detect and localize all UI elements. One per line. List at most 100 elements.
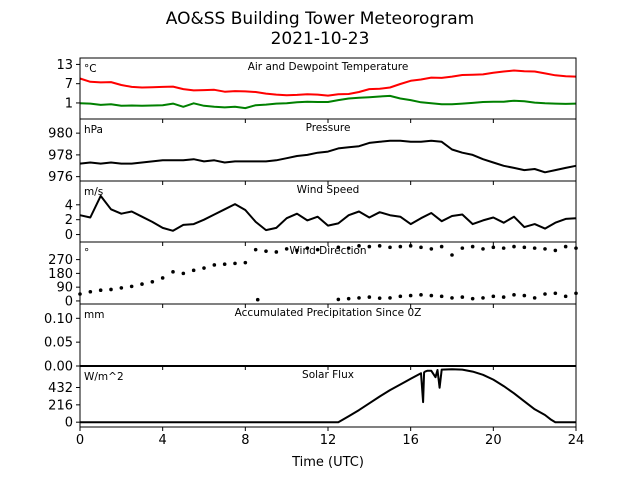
y-tick-label: 13 <box>56 58 73 73</box>
y-tick-label: 978 <box>48 148 73 163</box>
panel-unit: W/m^2 <box>84 371 124 383</box>
data-point <box>481 247 485 251</box>
data-point <box>129 284 134 289</box>
data-point <box>98 288 103 293</box>
data-point <box>460 246 465 250</box>
data-point <box>346 246 351 250</box>
data-point <box>512 293 516 297</box>
data-point <box>88 289 93 294</box>
figure-subtitle: 2021-10-23 <box>271 29 370 49</box>
panel-unit: mm <box>84 309 104 321</box>
figure-title: AO&SS Building Tower Meteorogram <box>166 9 474 29</box>
y-tick-label: 180 <box>48 267 73 282</box>
y-tick-label: 7 <box>65 77 73 92</box>
data-point <box>522 293 527 298</box>
data-point <box>336 245 341 250</box>
data-point <box>119 286 124 290</box>
data-point <box>470 244 475 249</box>
data-point <box>357 296 361 300</box>
data-point <box>563 294 568 299</box>
panel-title: Wind Direction <box>289 245 366 257</box>
y-tick-label: 2 <box>65 213 73 228</box>
x-tick-label: 4 <box>159 433 167 448</box>
y-tick-label: 1 <box>65 96 73 111</box>
panel-title: Pressure <box>306 122 351 134</box>
data-point <box>367 295 372 299</box>
panel-unit: m/s <box>84 186 103 198</box>
data-point <box>315 247 320 252</box>
data-point <box>460 295 465 299</box>
y-tick-label: 270 <box>48 253 73 268</box>
series-line-1 <box>79 194 577 232</box>
x-tick-label: 0 <box>76 433 84 448</box>
data-point <box>512 244 516 249</box>
data-point <box>305 246 310 250</box>
data-point <box>553 248 558 253</box>
data-point <box>255 297 260 302</box>
data-point <box>419 245 423 250</box>
data-point <box>450 253 454 257</box>
data-point <box>522 245 527 250</box>
series-line-1 <box>79 69 577 97</box>
panel-6: 432 216 0 W/m^2 Solar Flux <box>48 365 577 431</box>
data-point <box>398 294 403 299</box>
data-point <box>160 276 165 280</box>
x-tick-label: 8 <box>241 433 249 448</box>
data-point <box>501 246 506 250</box>
data-point <box>501 295 506 299</box>
y-tick-label: 4 <box>65 198 73 213</box>
data-point <box>450 296 454 300</box>
panel-title: Solar Flux <box>302 369 354 381</box>
x-tick-label: 12 <box>320 433 337 448</box>
data-point <box>491 245 496 250</box>
panel-1: 13 7 1 °C Air and Dewpoint Temperature <box>56 57 577 123</box>
data-point <box>109 287 113 292</box>
data-point <box>408 293 413 298</box>
y-tick-label: 432 <box>48 381 73 396</box>
data-point <box>357 244 361 248</box>
data-point <box>253 247 258 252</box>
data-point <box>202 266 206 270</box>
data-point <box>563 244 568 249</box>
panels: 13 7 1 °C Air and Dewpoint Temperature 980 978… <box>44 57 584 448</box>
data-point <box>398 244 403 249</box>
y-tick-label: 0 <box>65 294 73 309</box>
data-point <box>543 247 547 251</box>
panel-unit: ° <box>84 247 89 259</box>
data-point <box>439 244 444 249</box>
data-point <box>481 296 485 300</box>
data-point <box>243 260 248 265</box>
data-point <box>532 246 537 250</box>
panel-title: Wind Speed <box>297 184 360 196</box>
data-point <box>171 270 175 274</box>
data-point <box>388 296 392 300</box>
series-line-1 <box>80 368 576 424</box>
data-point <box>419 293 423 297</box>
series-line-1 <box>79 139 577 174</box>
data-point <box>377 244 382 248</box>
data-point <box>191 268 196 273</box>
panel-title: Air and Dewpoint Temperature <box>248 61 409 73</box>
data-point <box>284 247 289 251</box>
data-point <box>336 297 341 302</box>
data-point <box>295 248 299 253</box>
data-point <box>532 296 537 300</box>
data-point <box>274 250 279 254</box>
y-tick-label: 0 <box>65 416 73 431</box>
data-point <box>491 294 496 299</box>
data-point <box>429 293 434 298</box>
data-point <box>470 296 475 301</box>
data-point <box>222 262 227 266</box>
data-point <box>264 249 268 253</box>
y-tick-label: 980 <box>48 127 73 142</box>
y-tick-label: 976 <box>48 170 73 185</box>
data-point <box>408 244 413 248</box>
x-axis: 0 4 8 12 16 20 24 <box>76 433 584 448</box>
x-tick-label: 16 <box>402 433 419 448</box>
data-point <box>543 292 547 296</box>
y-tick-label: 0.00 <box>44 360 73 375</box>
data-point <box>181 271 186 276</box>
panel-unit: hPa <box>84 124 103 136</box>
